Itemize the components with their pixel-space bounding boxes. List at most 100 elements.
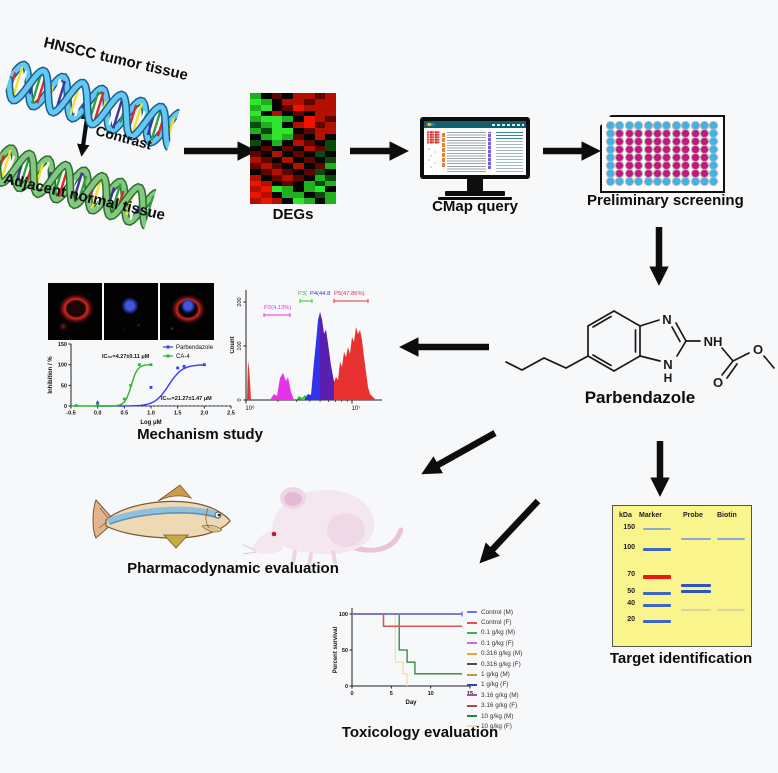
cmap-result-list xyxy=(447,131,486,172)
plate-well xyxy=(663,170,671,178)
legend-row: Control (F) xyxy=(467,617,567,627)
heatmap-cell xyxy=(271,186,283,193)
plate-well xyxy=(644,121,652,129)
plate-well xyxy=(682,153,690,161)
heatmap-cell xyxy=(293,168,304,175)
plate-well xyxy=(635,162,643,169)
plate-well xyxy=(616,145,624,153)
legend-row: Control (M) xyxy=(467,607,567,617)
heatmap-cell xyxy=(260,98,272,105)
plate-well xyxy=(682,178,690,186)
pulldown-gel: kDa Marker Probe Biotin 150 100 70 50 40 20 xyxy=(612,505,752,647)
heatmap-cell xyxy=(325,163,336,169)
gel-band xyxy=(643,574,671,579)
legend-row: 0.1 g/kg (M) xyxy=(467,628,567,638)
survival-chart: 0 50 100 0 5 10 15 Day Percent survival xyxy=(333,608,473,706)
heatmap-cell xyxy=(325,151,336,158)
heatmap-cell xyxy=(271,122,283,129)
plate-well xyxy=(663,178,671,186)
heatmap-cell xyxy=(282,163,293,169)
heatmap-cell xyxy=(293,133,304,140)
x-tick: 0.0 xyxy=(94,411,102,417)
cmap-header-bar xyxy=(424,121,526,128)
gel-band xyxy=(643,548,671,551)
x-tick: 10 xyxy=(428,691,434,697)
base-pair xyxy=(30,72,43,104)
plate-well xyxy=(682,162,690,169)
heatmap-cell xyxy=(303,145,315,152)
plate-well xyxy=(682,145,690,153)
y-tick: 100 xyxy=(58,363,67,369)
gel-band xyxy=(717,608,745,611)
heatmap-cell xyxy=(303,110,315,117)
y-axis-label: Inhibition / % xyxy=(48,356,54,394)
gel-ladder-label: 50 xyxy=(627,588,635,596)
y-tick: 100 xyxy=(339,612,348,618)
legend-label: 10 g/kg (M) xyxy=(481,712,514,720)
base-pair xyxy=(11,66,24,99)
heatmap-cell xyxy=(303,168,315,175)
legend-label: 1 g/kg (M) xyxy=(481,671,510,679)
plate-well xyxy=(635,153,643,161)
heatmap-cell xyxy=(250,192,261,199)
heatmap-cell xyxy=(250,168,261,175)
heatmap-cell xyxy=(250,128,261,134)
heatmap-cell xyxy=(260,104,272,111)
gel-band xyxy=(681,590,711,593)
heatmap-cell xyxy=(293,192,304,199)
plate-well xyxy=(616,170,624,178)
legend-label: Control (M) xyxy=(481,608,513,616)
heatmap-cell xyxy=(314,198,326,204)
gate-bracket-p3 xyxy=(299,299,313,303)
heatmap-cell xyxy=(314,128,326,134)
heatmap-cell xyxy=(325,180,336,187)
gel-ladder-label: 40 xyxy=(627,600,635,607)
y-tick: 0 xyxy=(64,404,67,410)
gel-unit-label: kDa xyxy=(619,512,632,519)
cmap-mini-heatmap xyxy=(427,131,440,144)
heatmap-cell xyxy=(271,157,283,164)
data-marker xyxy=(149,386,153,389)
heatmap-cell xyxy=(260,151,272,158)
heatmap-cell xyxy=(260,110,272,117)
plate-well xyxy=(691,153,699,161)
plate-well xyxy=(607,153,614,161)
cmap-scatter-dots xyxy=(427,147,440,169)
plate-well xyxy=(635,178,643,186)
heatmap-cell xyxy=(271,133,283,140)
plate-well xyxy=(672,170,680,178)
base-pair xyxy=(109,183,122,215)
heatmap-cell xyxy=(250,151,261,158)
confocal-image-merge xyxy=(160,283,214,340)
x-tick: 15 xyxy=(467,691,473,697)
y-tick: 100 xyxy=(237,341,243,350)
heatmap-cell xyxy=(325,174,336,181)
heatmap-cell xyxy=(260,122,272,129)
plate-well xyxy=(663,145,671,153)
plate-well xyxy=(616,153,624,161)
cmap-monitor xyxy=(420,117,530,201)
heatmap-cell xyxy=(325,110,336,117)
legend-marker xyxy=(166,345,170,349)
legend-label: Control (F) xyxy=(481,619,512,627)
heatmap-cell xyxy=(271,104,283,111)
nude-mouse-illustration xyxy=(243,487,403,567)
heatmap-cell xyxy=(260,192,272,199)
dose-response-chart: 0 50 100 150 -0.5 0.0 0.5 1.0 1.5 2.0 2.5 Log μM Inh… xyxy=(48,342,235,426)
legend-label: 3.16 g/kg (M) xyxy=(481,691,519,699)
heatmap-cell xyxy=(250,186,261,193)
plate-well xyxy=(607,162,614,169)
cmap-purple-column xyxy=(488,132,491,169)
heatmap-cell xyxy=(282,145,293,152)
legend-label: 3.16 g/kg (F) xyxy=(481,702,518,710)
data-marker xyxy=(182,364,186,368)
cmap-logo-icon xyxy=(426,123,435,126)
heatmap-cell xyxy=(293,116,304,123)
data-marker xyxy=(74,404,78,407)
data-marker xyxy=(137,363,141,367)
gate-label-p5: P5(47.86%) xyxy=(334,291,365,297)
heatmap-cell xyxy=(303,133,315,140)
gate-bracket-p2 xyxy=(263,313,291,317)
heatmap-cell xyxy=(260,174,272,181)
